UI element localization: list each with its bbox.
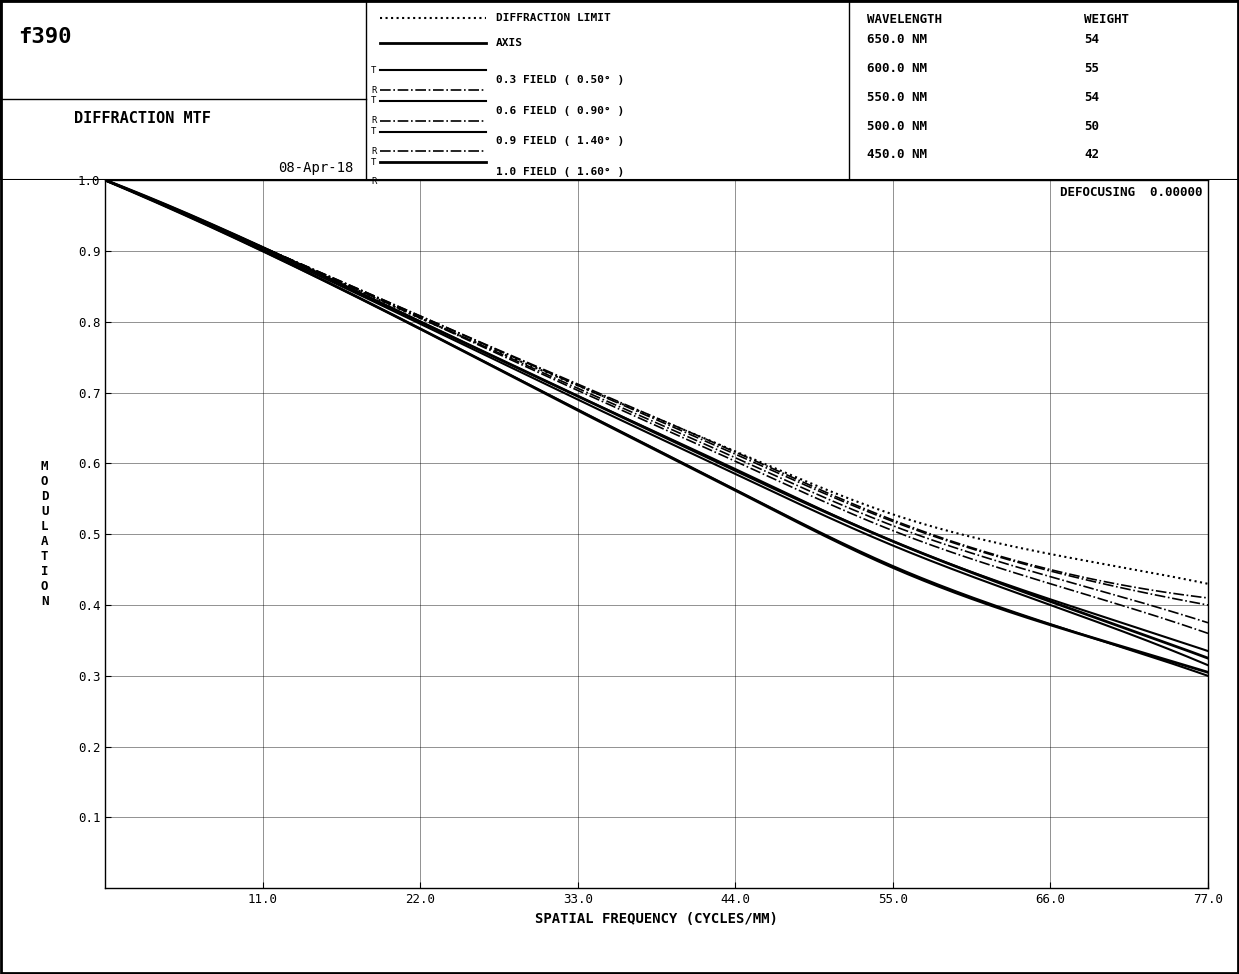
Text: 50: 50	[1084, 120, 1099, 132]
Text: WAVELENGTH: WAVELENGTH	[867, 13, 943, 25]
Text: DEFOCUSING  0.00000: DEFOCUSING 0.00000	[1061, 186, 1203, 199]
X-axis label: SPATIAL FREQUENCY (CYCLES/MM): SPATIAL FREQUENCY (CYCLES/MM)	[535, 912, 778, 925]
Text: T: T	[372, 66, 377, 75]
Text: T: T	[372, 127, 377, 136]
Text: WEIGHT: WEIGHT	[1084, 13, 1129, 25]
Text: T: T	[372, 96, 377, 105]
Text: 500.0 NM: 500.0 NM	[867, 120, 927, 132]
Text: DIFFRACTION MTF: DIFFRACTION MTF	[74, 111, 211, 127]
Text: R: R	[372, 147, 377, 156]
Text: 0.9 FIELD ( 1.40° ): 0.9 FIELD ( 1.40° )	[496, 136, 624, 146]
Text: R: R	[372, 86, 377, 94]
Text: DIFFRACTION LIMIT: DIFFRACTION LIMIT	[496, 13, 611, 23]
Text: 54: 54	[1084, 91, 1099, 104]
Text: T: T	[372, 158, 377, 167]
Text: 600.0 NM: 600.0 NM	[867, 62, 927, 75]
Text: f390: f390	[19, 27, 72, 47]
Text: 450.0 NM: 450.0 NM	[867, 148, 927, 162]
Text: R: R	[372, 177, 377, 186]
Text: M
O
D
U
L
A
T
I
O
N: M O D U L A T I O N	[41, 461, 48, 608]
Text: 0.6 FIELD ( 0.90° ): 0.6 FIELD ( 0.90° )	[496, 106, 624, 116]
Text: AXIS: AXIS	[496, 38, 523, 49]
Text: 42: 42	[1084, 148, 1099, 162]
Text: 1.0 FIELD ( 1.60° ): 1.0 FIELD ( 1.60° )	[496, 168, 624, 177]
Text: 550.0 NM: 550.0 NM	[867, 91, 927, 104]
Text: 08-Apr-18: 08-Apr-18	[278, 161, 353, 174]
Text: 55: 55	[1084, 62, 1099, 75]
Text: 650.0 NM: 650.0 NM	[867, 33, 927, 46]
Text: R: R	[372, 116, 377, 126]
Text: 54: 54	[1084, 33, 1099, 46]
Text: 0.3 FIELD ( 0.50° ): 0.3 FIELD ( 0.50° )	[496, 75, 624, 85]
